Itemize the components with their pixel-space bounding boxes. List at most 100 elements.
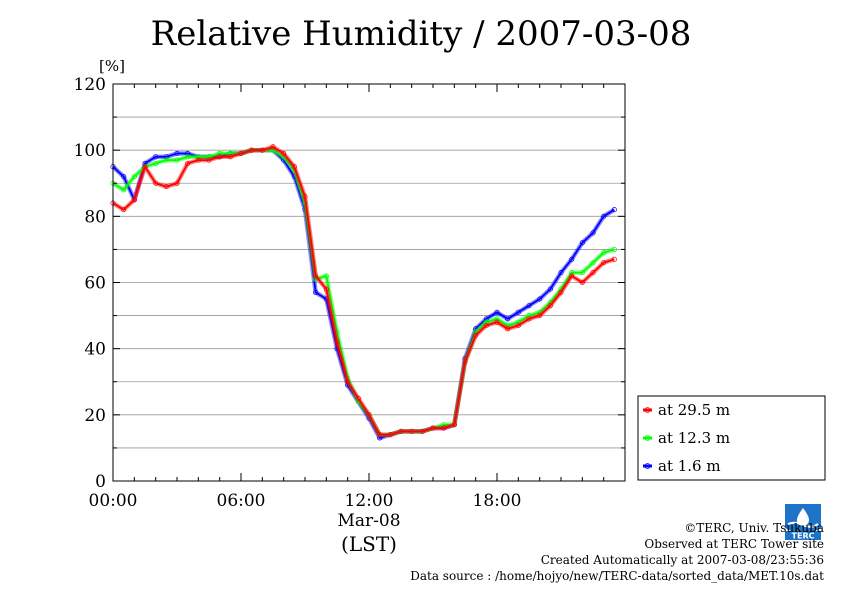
credit-site: Observed at TERC Tower site (644, 537, 824, 551)
series-point-at-29-5-m (398, 428, 404, 434)
axis-ticks: 0 20 40 60 80 100 120 00:00 06:00 12:00 18:00 (74, 75, 626, 511)
legend: at 29.5 m at 12.3 m at 1.6 m (637, 395, 826, 481)
series-point-at-12-3-m (217, 150, 223, 157)
series-point-at-29-5-m (355, 395, 361, 401)
x-axis-unit-label: (LST) (341, 532, 397, 556)
series-point-at-12-3-m (611, 246, 617, 252)
series-point-at-12-3-m (121, 187, 127, 193)
series-line-at-1-6-m (112, 149, 615, 439)
series-point-at-1-6-m (185, 150, 191, 157)
series-point-at-1-6-m (579, 240, 585, 246)
terc-logo-icon: TERC (783, 502, 823, 541)
series-point-at-29-5-m (430, 425, 436, 431)
series-point-at-1-6-m (313, 289, 319, 295)
legend-marker (644, 463, 651, 469)
series-point-at-12-3-m (227, 150, 233, 157)
series-point-at-1-6-m (611, 207, 617, 213)
series-point-at-29-5-m (270, 144, 276, 150)
logo-text: TERC (792, 532, 815, 541)
series-point-at-12-3-m (131, 174, 137, 180)
series-point-at-29-5-m (121, 207, 127, 213)
legend-box (637, 395, 826, 481)
series-point-at-29-5-m (281, 150, 287, 157)
series-point-at-1-6-m (505, 316, 511, 322)
series-point-at-29-5-m (142, 164, 148, 170)
series-point-at-29-5-m (515, 322, 521, 329)
series-point-at-29-5-m (185, 160, 191, 166)
series-line-at-12-3-m (112, 149, 615, 436)
series-point-at-12-3-m (590, 260, 596, 266)
credit-source: Data source : /home/hojyo/new/TERC-data/… (410, 569, 824, 583)
y-tick-label: 20 (84, 406, 106, 426)
x-tick-label: 00:00 (89, 491, 138, 511)
series-point-at-12-3-m (601, 250, 607, 256)
y-tick-label: 120 (74, 75, 106, 95)
series-point-at-29-5-m (419, 428, 425, 434)
series-point-at-1-6-m (526, 303, 532, 309)
series-point-at-29-5-m (313, 273, 319, 279)
series-point-at-12-3-m (579, 270, 585, 276)
series-point-at-12-3-m (185, 154, 191, 160)
series-point-at-29-5-m (558, 289, 564, 295)
series-point-at-12-3-m (494, 316, 500, 322)
x-axis-date-label: Mar-08 (337, 511, 400, 531)
series-point-at-29-5-m (259, 147, 265, 153)
series-point-at-1-6-m (494, 309, 500, 315)
series-point-at-29-5-m (494, 319, 500, 325)
series-point-at-29-5-m (217, 154, 223, 160)
series-point-at-29-5-m (291, 164, 297, 170)
y-tick-label: 100 (74, 141, 106, 161)
series-lines (110, 144, 617, 441)
series-point-at-12-3-m (505, 322, 511, 329)
y-tick-label: 60 (84, 274, 106, 294)
series-point-at-29-5-m (153, 180, 159, 186)
series-point-at-29-5-m (505, 326, 511, 332)
series-point-at-1-6-m (590, 230, 596, 236)
series-point-at-12-3-m (174, 157, 180, 163)
series-point-at-29-5-m (451, 422, 457, 428)
x-tick-label: 12:00 (345, 491, 394, 511)
series-point-at-1-6-m (569, 256, 575, 262)
series-point-at-12-3-m (163, 157, 169, 163)
series-point-at-29-5-m (387, 432, 393, 438)
series-point-at-12-3-m (515, 319, 521, 325)
series-point-at-1-6-m (121, 174, 127, 180)
chart-title: Relative Humidity / 2007-03-08 (150, 14, 692, 54)
series-point-at-1-6-m (142, 160, 148, 166)
series-point-at-1-6-m (558, 270, 564, 276)
series-point-at-12-3-m (323, 273, 329, 279)
series-point-at-29-5-m (345, 379, 351, 385)
series-point-at-12-3-m (483, 319, 489, 325)
series-point-at-1-6-m (547, 286, 553, 292)
y-axis-unit-label: [%] (99, 57, 125, 75)
series-point-at-29-5-m (547, 303, 553, 309)
y-tick-label: 0 (95, 472, 106, 492)
series-point-at-29-5-m (163, 184, 169, 190)
series-point-at-1-6-m (163, 154, 169, 160)
series-point-at-12-3-m (270, 147, 276, 153)
series-point-at-29-5-m (579, 279, 585, 286)
credit-copyright: ©TERC, Univ. Tsukuba (684, 521, 824, 535)
series-point-at-29-5-m (366, 412, 372, 418)
x-tick-label: 06:00 (217, 491, 266, 511)
credit-created: Created Automatically at 2007-03-08/23:5… (540, 553, 824, 567)
series-point-at-29-5-m (323, 286, 329, 292)
series-point-at-29-5-m (462, 359, 468, 365)
series-point-at-1-6-m (153, 154, 159, 160)
series-band-at-1-6-m (111, 147, 616, 441)
y-tick-label: 40 (84, 340, 106, 360)
y-tick-label: 80 (84, 207, 106, 227)
series-point-at-29-5-m (483, 322, 489, 329)
series-point-at-29-5-m (206, 157, 212, 163)
series-point-at-1-6-m (537, 296, 543, 302)
series-point-at-12-3-m (195, 154, 201, 160)
series-band-at-29-5-m (111, 144, 615, 437)
series-point-at-29-5-m (590, 270, 596, 276)
series-line-at-29-5-m (112, 145, 615, 436)
legend-label: at 12.3 m (658, 429, 730, 447)
series-point-at-12-3-m (206, 154, 212, 160)
series-point-at-29-5-m (334, 339, 340, 345)
series-point-at-29-5-m (569, 273, 575, 279)
series-point-at-29-5-m (174, 180, 180, 186)
